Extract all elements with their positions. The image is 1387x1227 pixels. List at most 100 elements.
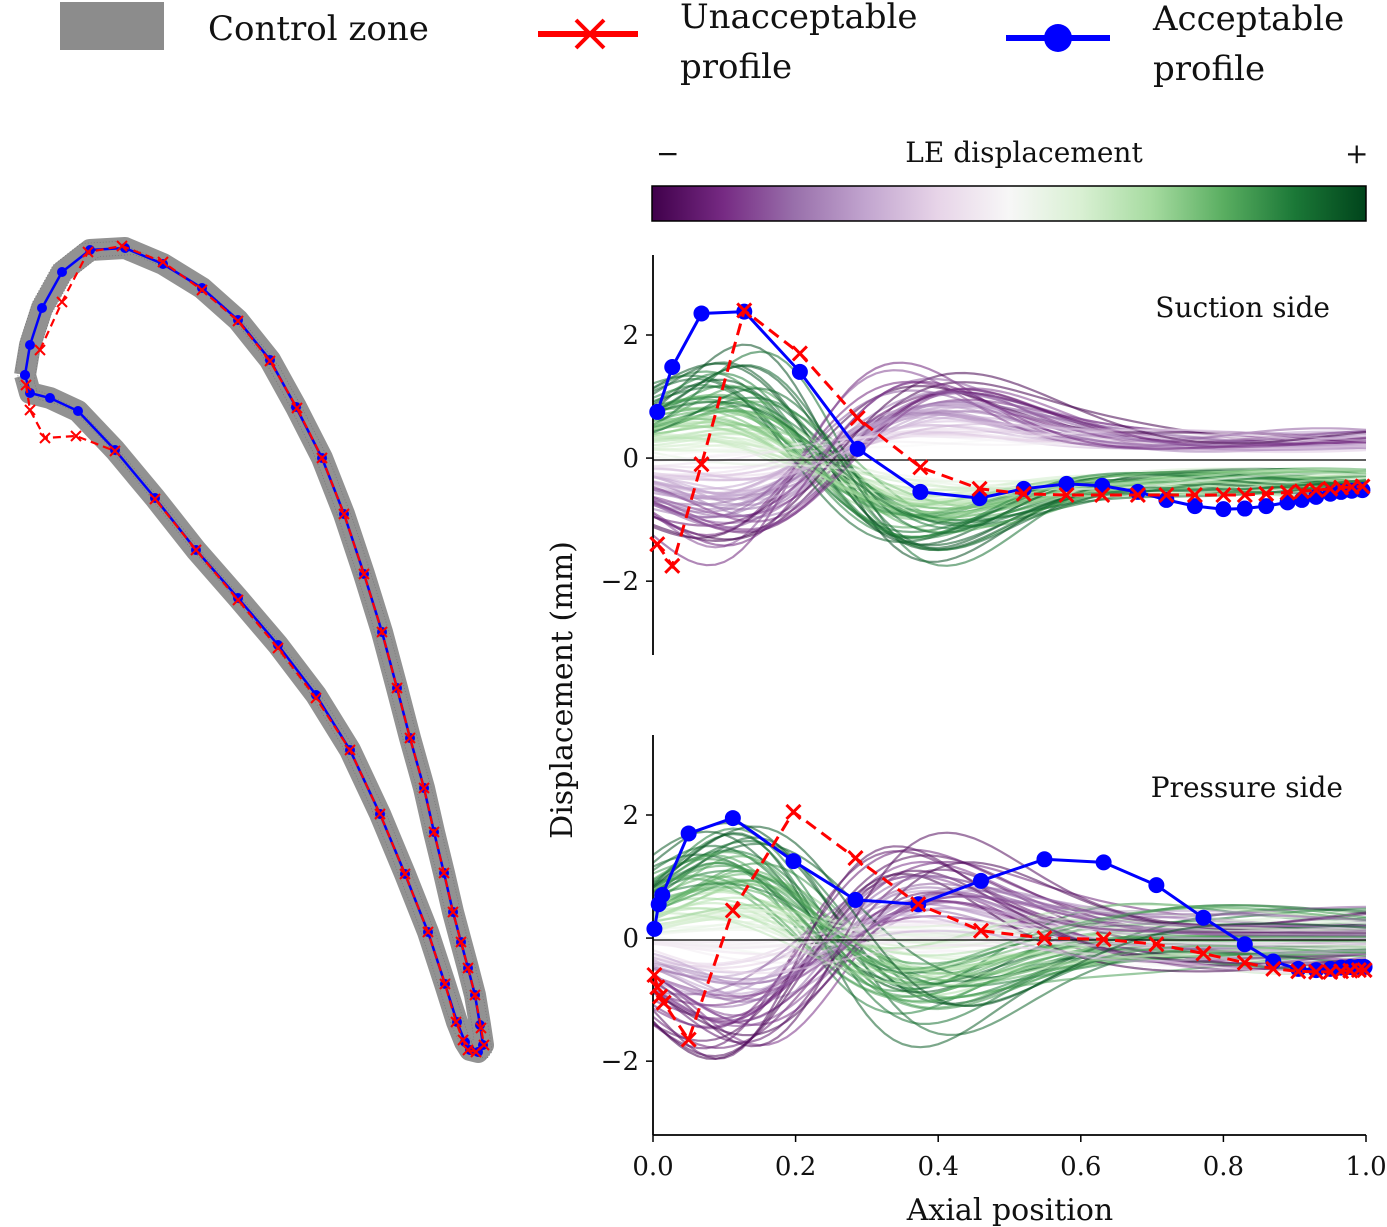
suction-acceptable-point <box>693 305 710 322</box>
blade-acceptable-point <box>311 690 321 700</box>
suction-acceptable-point <box>649 403 666 420</box>
blade-unacceptable-point <box>157 256 169 268</box>
suction-unacceptable-point <box>1236 486 1253 504</box>
blade-acceptable-point <box>57 267 67 277</box>
suction-acceptable-point <box>1236 500 1253 517</box>
pressure-unacceptable-point <box>649 979 666 996</box>
suction-acceptable-point <box>912 483 929 500</box>
pressure-unacceptable-point <box>1148 936 1165 953</box>
suction-acceptable-point <box>664 359 681 375</box>
pressure-unacceptable-point <box>680 1031 697 1048</box>
blade-unacceptable-point <box>344 744 356 756</box>
blade-unacceptable-point <box>20 379 32 391</box>
pressure-acceptable-point <box>1236 936 1253 953</box>
suction-sample-curves <box>652 343 1367 567</box>
blade-unacceptable-point <box>232 315 244 327</box>
pressure-unacceptable-point <box>1308 963 1325 980</box>
blade-unacceptable-point <box>457 1034 469 1046</box>
pressure-sample-curve <box>653 921 1367 944</box>
pressure-acceptable-point <box>1036 851 1053 868</box>
blade-unacceptable-point <box>462 1044 474 1056</box>
legend-control-zone-label: Control zone <box>208 9 429 49</box>
blade-unacceptable-point <box>374 808 386 820</box>
blade-unacceptable-point <box>422 926 434 938</box>
suction-y-ticks: −2 0 2 <box>601 321 653 597</box>
blade-unacceptable-point <box>404 732 416 744</box>
pressure-ytick-label: 0 <box>622 924 639 954</box>
suction-unacceptable-point <box>1058 486 1075 504</box>
pressure-acceptable-point <box>785 853 802 870</box>
blade-acceptable-point <box>73 406 83 416</box>
blade-unacceptable-point <box>376 626 388 638</box>
pressure-unacceptable-point <box>1095 931 1112 948</box>
suction-unacceptable-point <box>912 459 929 476</box>
suction-unacceptable-point <box>791 345 808 362</box>
suction-sample-curve <box>652 424 1367 509</box>
pressure-xtick-label: 0.6 <box>1060 1152 1101 1182</box>
blade-unacceptable-point <box>358 568 370 580</box>
y-axis-title: Displacement (mm) <box>545 541 580 839</box>
legend-unacceptable-x-marker <box>574 18 606 50</box>
blade-unacceptable-point <box>475 1022 487 1034</box>
blade-acceptable-line <box>23 246 485 1054</box>
colorbar-minus-label: − <box>656 137 679 170</box>
pressure-unacceptable-point <box>1350 962 1367 979</box>
blade-unacceptable-line <box>39 244 486 1054</box>
blade-acceptable-point <box>45 393 55 403</box>
suction-sample-curve <box>652 417 1367 514</box>
suction-acceptable-point <box>1129 483 1146 500</box>
blade-unacceptable-point <box>438 867 450 879</box>
blade-unacceptable-point <box>264 355 276 367</box>
colorbar: − LE displacement + <box>651 136 1368 222</box>
colorbar-gradient <box>651 185 1367 222</box>
blade-unacceptable-point <box>196 284 208 296</box>
suction-unacceptable-point <box>1258 485 1275 502</box>
pressure-acceptable-point <box>1148 877 1165 894</box>
blade-unacceptable-profile <box>20 240 490 1058</box>
legend-acceptable-label-line1: Acceptable <box>1152 0 1344 39</box>
pressure-xtick-label: 0.0 <box>632 1152 673 1182</box>
pressure-xtick-label: 0.2 <box>775 1152 816 1182</box>
blade-unacceptable-point <box>34 344 46 356</box>
blade-unacceptable-point <box>469 989 481 1001</box>
pressure-series <box>646 803 1373 1048</box>
blade-unacceptable-point <box>418 782 430 794</box>
pressure-acceptable-point <box>1195 909 1212 926</box>
blade-unacceptable-point <box>109 445 121 457</box>
pressure-sample-curve <box>652 894 1367 986</box>
blade-control-zone-envelope <box>14 237 494 1063</box>
legend: Control zone Unacceptable profile Accept… <box>60 0 1344 89</box>
pressure-acceptable-point <box>680 825 697 842</box>
pressure-unacceptable-point <box>1290 963 1307 980</box>
suction-sample-curve <box>652 380 1367 547</box>
blade-control-zone-band <box>14 237 494 1063</box>
suction-unacceptable-point <box>1094 486 1111 504</box>
pressure-acceptable-point <box>654 887 671 903</box>
suction-acceptable-point <box>1215 501 1232 518</box>
suction-side-panel: −2 0 2 Suction side <box>601 255 1371 655</box>
blade-unacceptable-point <box>24 404 36 416</box>
pressure-unacceptable-point <box>724 902 741 919</box>
pressure-x-ticks: 0.0 0.2 0.4 0.6 0.8 1.0 <box>632 1135 1387 1182</box>
suction-unacceptable-point <box>1186 486 1203 504</box>
suction-sample-curve <box>652 387 1367 535</box>
suction-sample-curve <box>652 455 1367 491</box>
blade-nominal-profile <box>24 247 484 1053</box>
suction-unacceptable-point <box>664 557 681 574</box>
pressure-acceptable-point <box>847 891 864 908</box>
suction-acceptable-point <box>791 363 808 380</box>
x-axis-title: Axial position <box>906 1193 1113 1227</box>
blade-unacceptable-point <box>39 432 51 444</box>
blade-acceptable-point <box>197 283 207 293</box>
pressure-acceptable-point <box>646 920 663 937</box>
suction-sample-curve <box>652 420 1367 482</box>
blade-unacceptable-point <box>316 452 328 464</box>
suction-unacceptable-point <box>649 536 666 553</box>
suction-unacceptable-point <box>1215 486 1232 504</box>
suction-ytick-label: 2 <box>622 321 639 351</box>
pressure-ytick-label: −2 <box>601 1047 639 1077</box>
suction-unacceptable-point <box>1279 484 1296 501</box>
suction-ytick-label: −2 <box>601 567 639 597</box>
suction-sample-curve <box>652 428 1367 468</box>
